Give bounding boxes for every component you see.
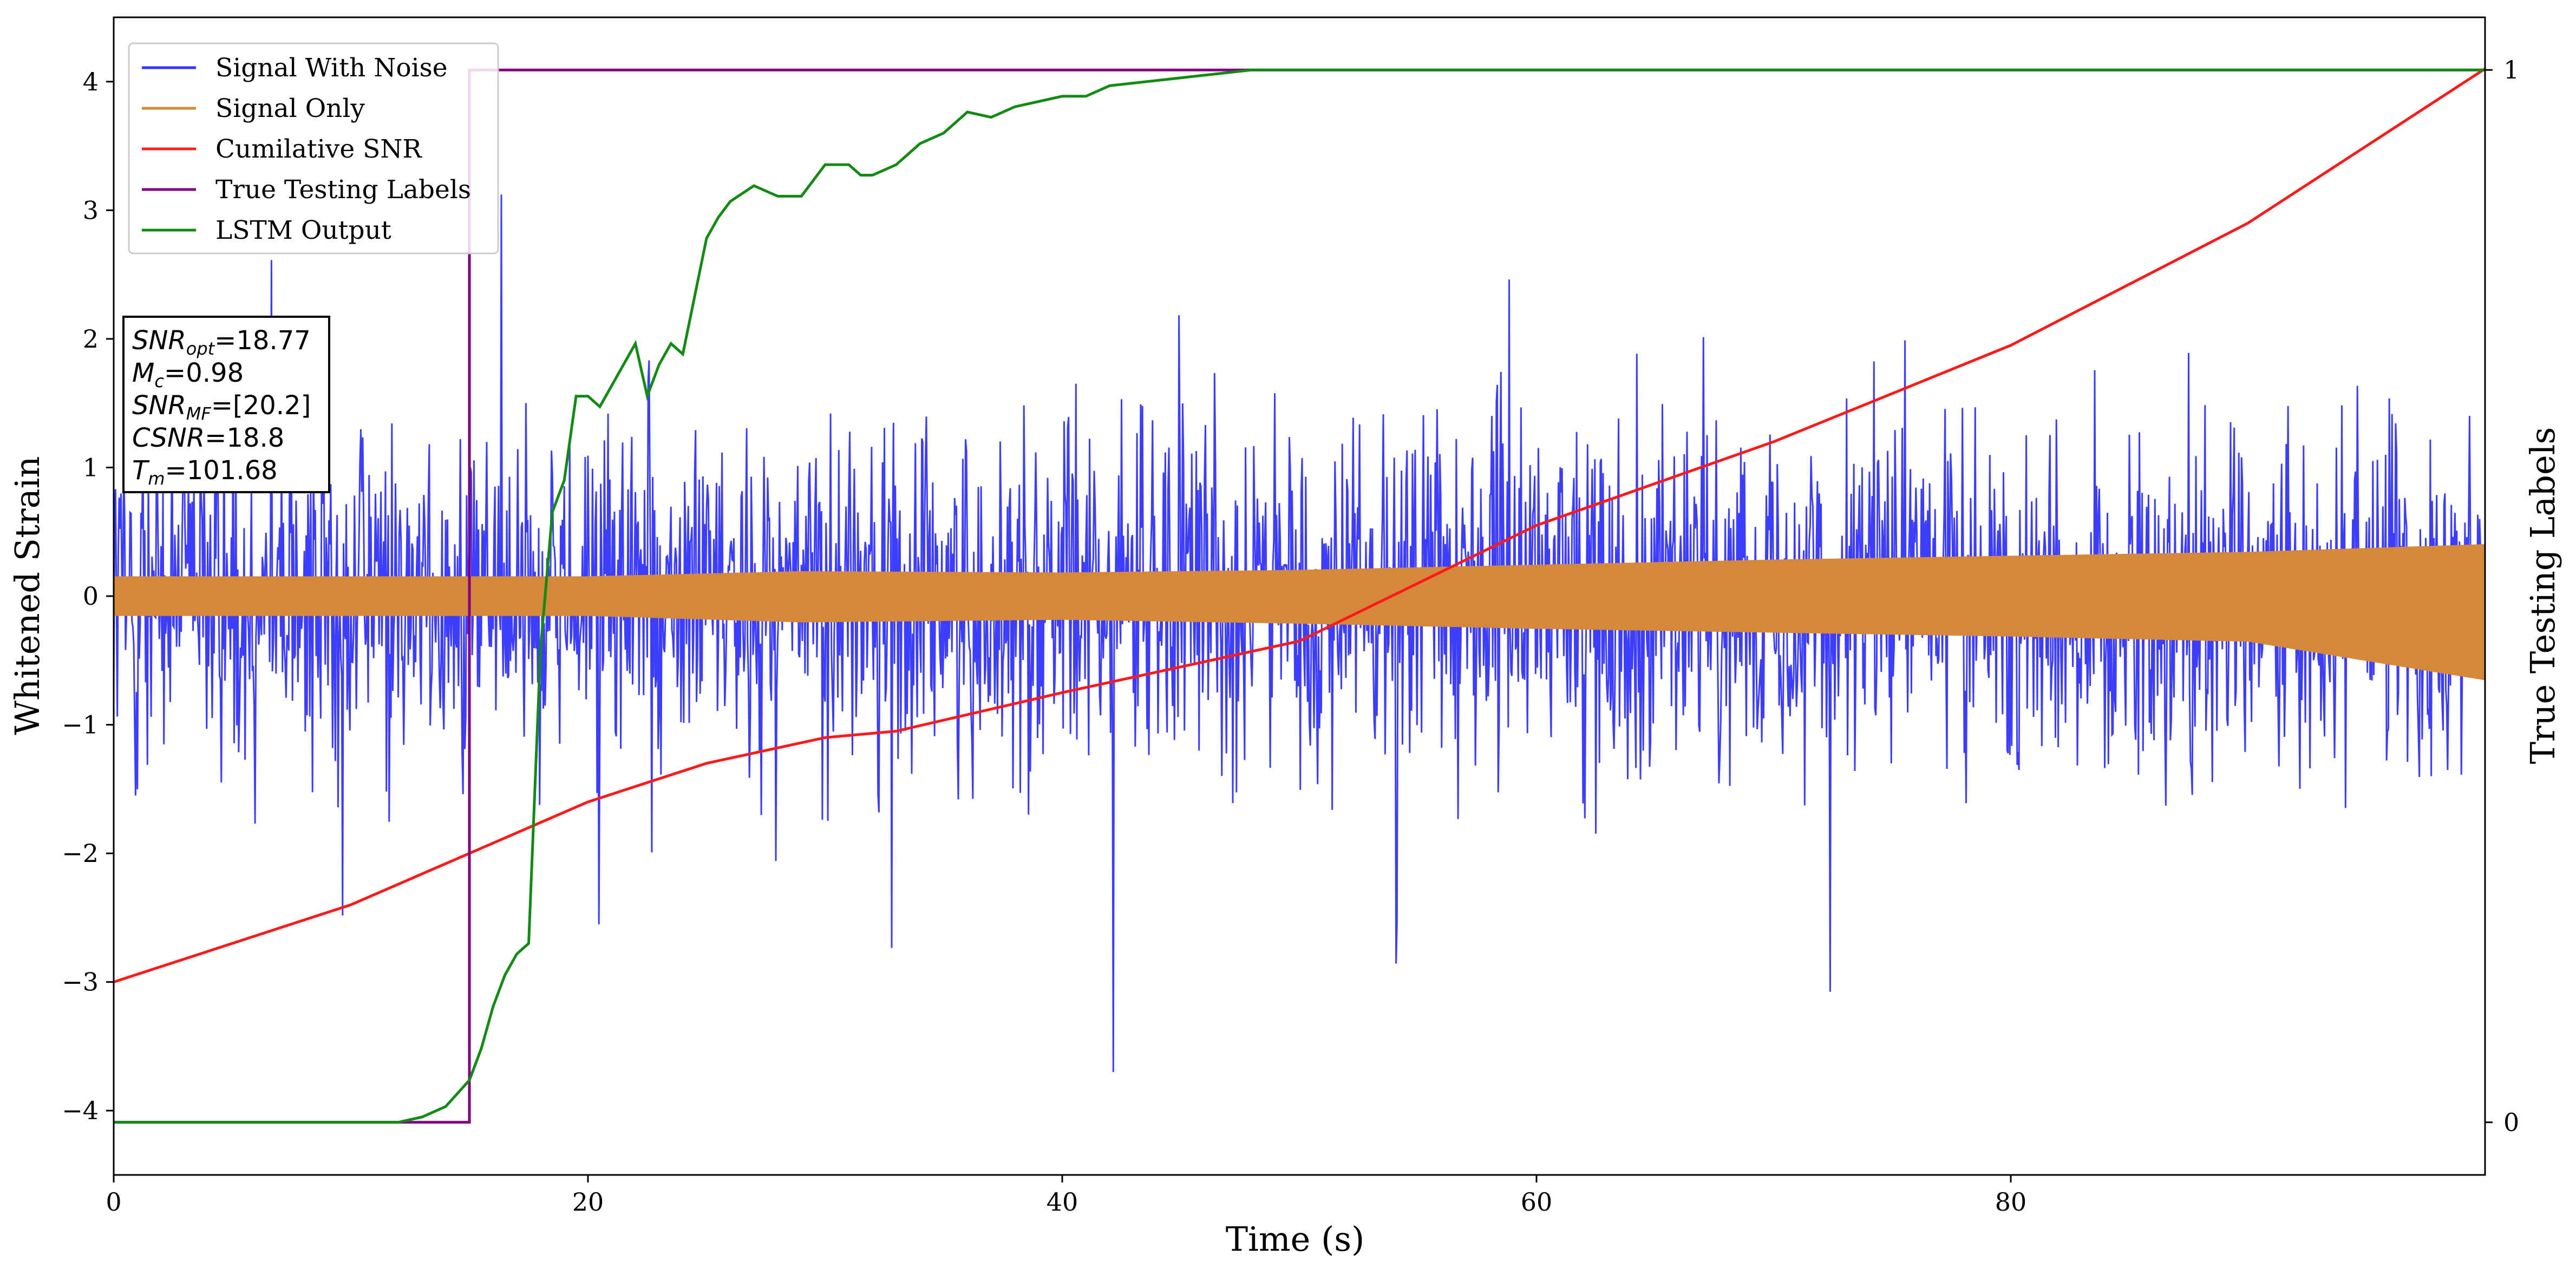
signal-only-band bbox=[114, 544, 2485, 681]
legend-label: Signal Only bbox=[215, 94, 365, 123]
info-line: SNRopt=18.77 bbox=[132, 325, 311, 359]
x-axis-label: Time (s) bbox=[1226, 1219, 1365, 1259]
y-axis-label: Whitened Strain bbox=[8, 456, 47, 735]
lstm-output-line bbox=[114, 68, 2485, 1124]
y-tick-label: 3 bbox=[83, 195, 99, 225]
y-tick-label: 4 bbox=[83, 67, 99, 96]
info-line: Tm=101.68 bbox=[132, 455, 278, 489]
y-tick-label: −2 bbox=[62, 839, 99, 868]
legend-label: Cumilative SNR bbox=[215, 134, 422, 164]
legend-label: Signal With Noise bbox=[215, 53, 448, 83]
y-tick-label: 2 bbox=[83, 324, 99, 354]
cumulative-snr-line bbox=[114, 67, 2485, 984]
plot-layer bbox=[114, 67, 2485, 1124]
legend: Signal With Noise Signal Only Cumilative S… bbox=[128, 42, 499, 254]
plot-area bbox=[114, 67, 2485, 1124]
x-tick-label: 40 bbox=[1047, 1187, 1078, 1217]
y2-tick-label: 1 bbox=[2503, 55, 2519, 84]
info-line: Mc=0.98 bbox=[132, 358, 244, 391]
legend-label: LSTM Output bbox=[215, 215, 391, 245]
y-tick-label: −1 bbox=[62, 710, 99, 740]
info-line: SNRMF=[20.2] bbox=[132, 390, 311, 424]
y-tick-label: −4 bbox=[62, 1096, 99, 1125]
info-box-frame bbox=[122, 316, 330, 493]
x-tick-label: 20 bbox=[572, 1187, 604, 1217]
info-line: CSNR=18.8 bbox=[132, 423, 284, 453]
legend-box bbox=[128, 42, 499, 254]
y2-tick-label: 0 bbox=[2503, 1108, 2519, 1137]
y-tick-label: 1 bbox=[83, 453, 99, 482]
x-tick-label: 60 bbox=[1521, 1187, 1553, 1217]
y2-axis-label: True Testing Labels bbox=[2523, 427, 2562, 765]
x-tick-label: 0 bbox=[106, 1187, 121, 1217]
legend-label: True Testing Labels bbox=[215, 175, 471, 205]
info-box: SNRopt=18.77Mc=0.98SNRMF=[20.2]CSNR=18.8… bbox=[122, 316, 330, 493]
y-tick-label: 0 bbox=[83, 582, 99, 611]
y-tick-label: −3 bbox=[62, 968, 99, 997]
x-tick-label: 80 bbox=[1995, 1187, 2027, 1217]
